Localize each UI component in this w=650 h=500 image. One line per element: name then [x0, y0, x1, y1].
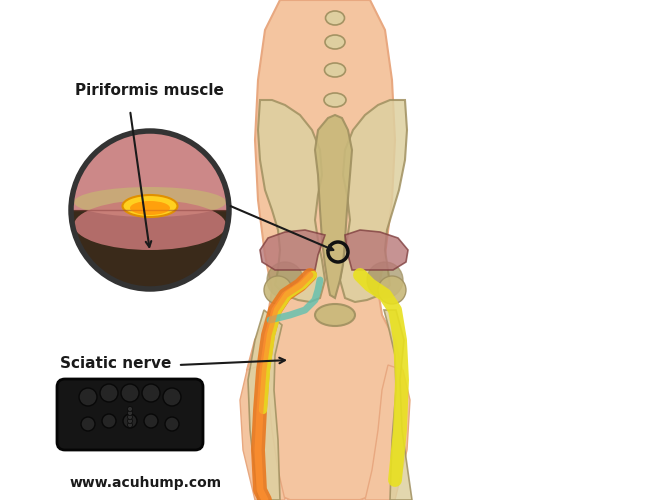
Ellipse shape [325, 35, 345, 49]
Circle shape [100, 384, 118, 402]
Circle shape [165, 417, 179, 431]
Circle shape [267, 262, 303, 298]
Circle shape [127, 414, 133, 420]
Text: www.acuhump.com: www.acuhump.com [70, 476, 222, 490]
Polygon shape [248, 310, 282, 500]
Wedge shape [72, 132, 228, 210]
Polygon shape [260, 230, 325, 270]
Circle shape [367, 262, 403, 298]
Text: Piriformis muscle: Piriformis muscle [75, 83, 224, 98]
Ellipse shape [74, 200, 226, 250]
Circle shape [378, 276, 406, 304]
Wedge shape [72, 210, 228, 288]
Ellipse shape [326, 11, 344, 25]
Ellipse shape [60, 440, 200, 450]
Circle shape [70, 130, 230, 290]
Circle shape [127, 410, 133, 416]
Circle shape [163, 388, 181, 406]
Ellipse shape [324, 63, 346, 77]
Circle shape [127, 422, 133, 428]
Circle shape [102, 414, 116, 428]
Circle shape [123, 414, 137, 428]
Circle shape [127, 406, 133, 412]
Ellipse shape [130, 201, 170, 215]
Polygon shape [258, 100, 325, 302]
Circle shape [264, 276, 292, 304]
Circle shape [142, 384, 160, 402]
Circle shape [144, 414, 158, 428]
Polygon shape [345, 230, 408, 270]
Polygon shape [365, 365, 410, 500]
Ellipse shape [324, 93, 346, 107]
Circle shape [81, 417, 95, 431]
Circle shape [127, 418, 133, 424]
Ellipse shape [74, 187, 226, 217]
Polygon shape [240, 365, 285, 500]
Ellipse shape [122, 195, 177, 217]
Circle shape [121, 384, 139, 402]
Polygon shape [247, 0, 402, 500]
Polygon shape [384, 310, 412, 500]
FancyBboxPatch shape [57, 379, 203, 450]
Text: Sciatic nerve: Sciatic nerve [60, 356, 172, 371]
Polygon shape [340, 100, 407, 302]
Circle shape [79, 388, 97, 406]
Polygon shape [315, 115, 352, 298]
Ellipse shape [315, 304, 355, 326]
